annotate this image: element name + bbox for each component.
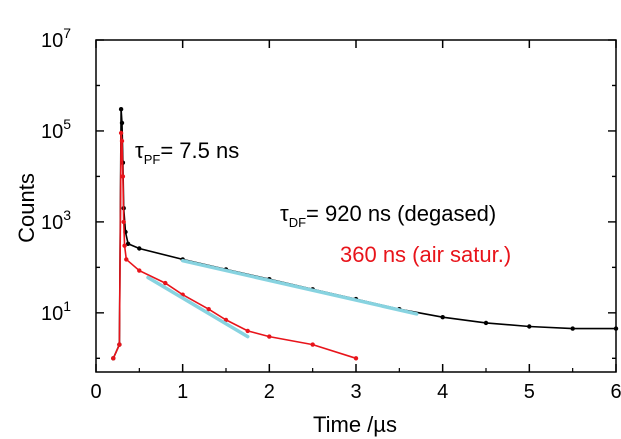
series-line [112,132,357,360]
x-tick-label: 4 [437,381,448,403]
x-tick-label: 6 [610,381,621,403]
fit-lines [146,258,419,339]
y-tick-label: 105 [41,116,71,143]
x-axis-title: Time /µs [313,412,397,437]
fit-line [180,258,419,316]
x-tick-label: 2 [264,381,275,403]
y-tick-label: 103 [41,207,71,234]
x-tick-label: 5 [524,381,535,403]
annotation-df-lifetime-degased: τDF= 920 ns (degased) [280,201,496,230]
fit-line [146,275,250,339]
y-tick-label: 107 [41,25,71,52]
x-tick-label: 1 [177,381,188,403]
series-1 [111,130,359,361]
axes: 0 1 2 3 4 5 6 101 103 105 107 [41,25,621,403]
y-axis-title: Counts [14,173,39,243]
annotation-pf-lifetime: τPF= 7.5 ns [135,138,239,167]
x-tick-label: 0 [90,381,101,403]
y-tick-label: 101 [41,298,71,325]
annotation-df-lifetime-air: 360 ns (air satur.) [340,242,511,267]
x-tick-label: 3 [350,381,361,403]
